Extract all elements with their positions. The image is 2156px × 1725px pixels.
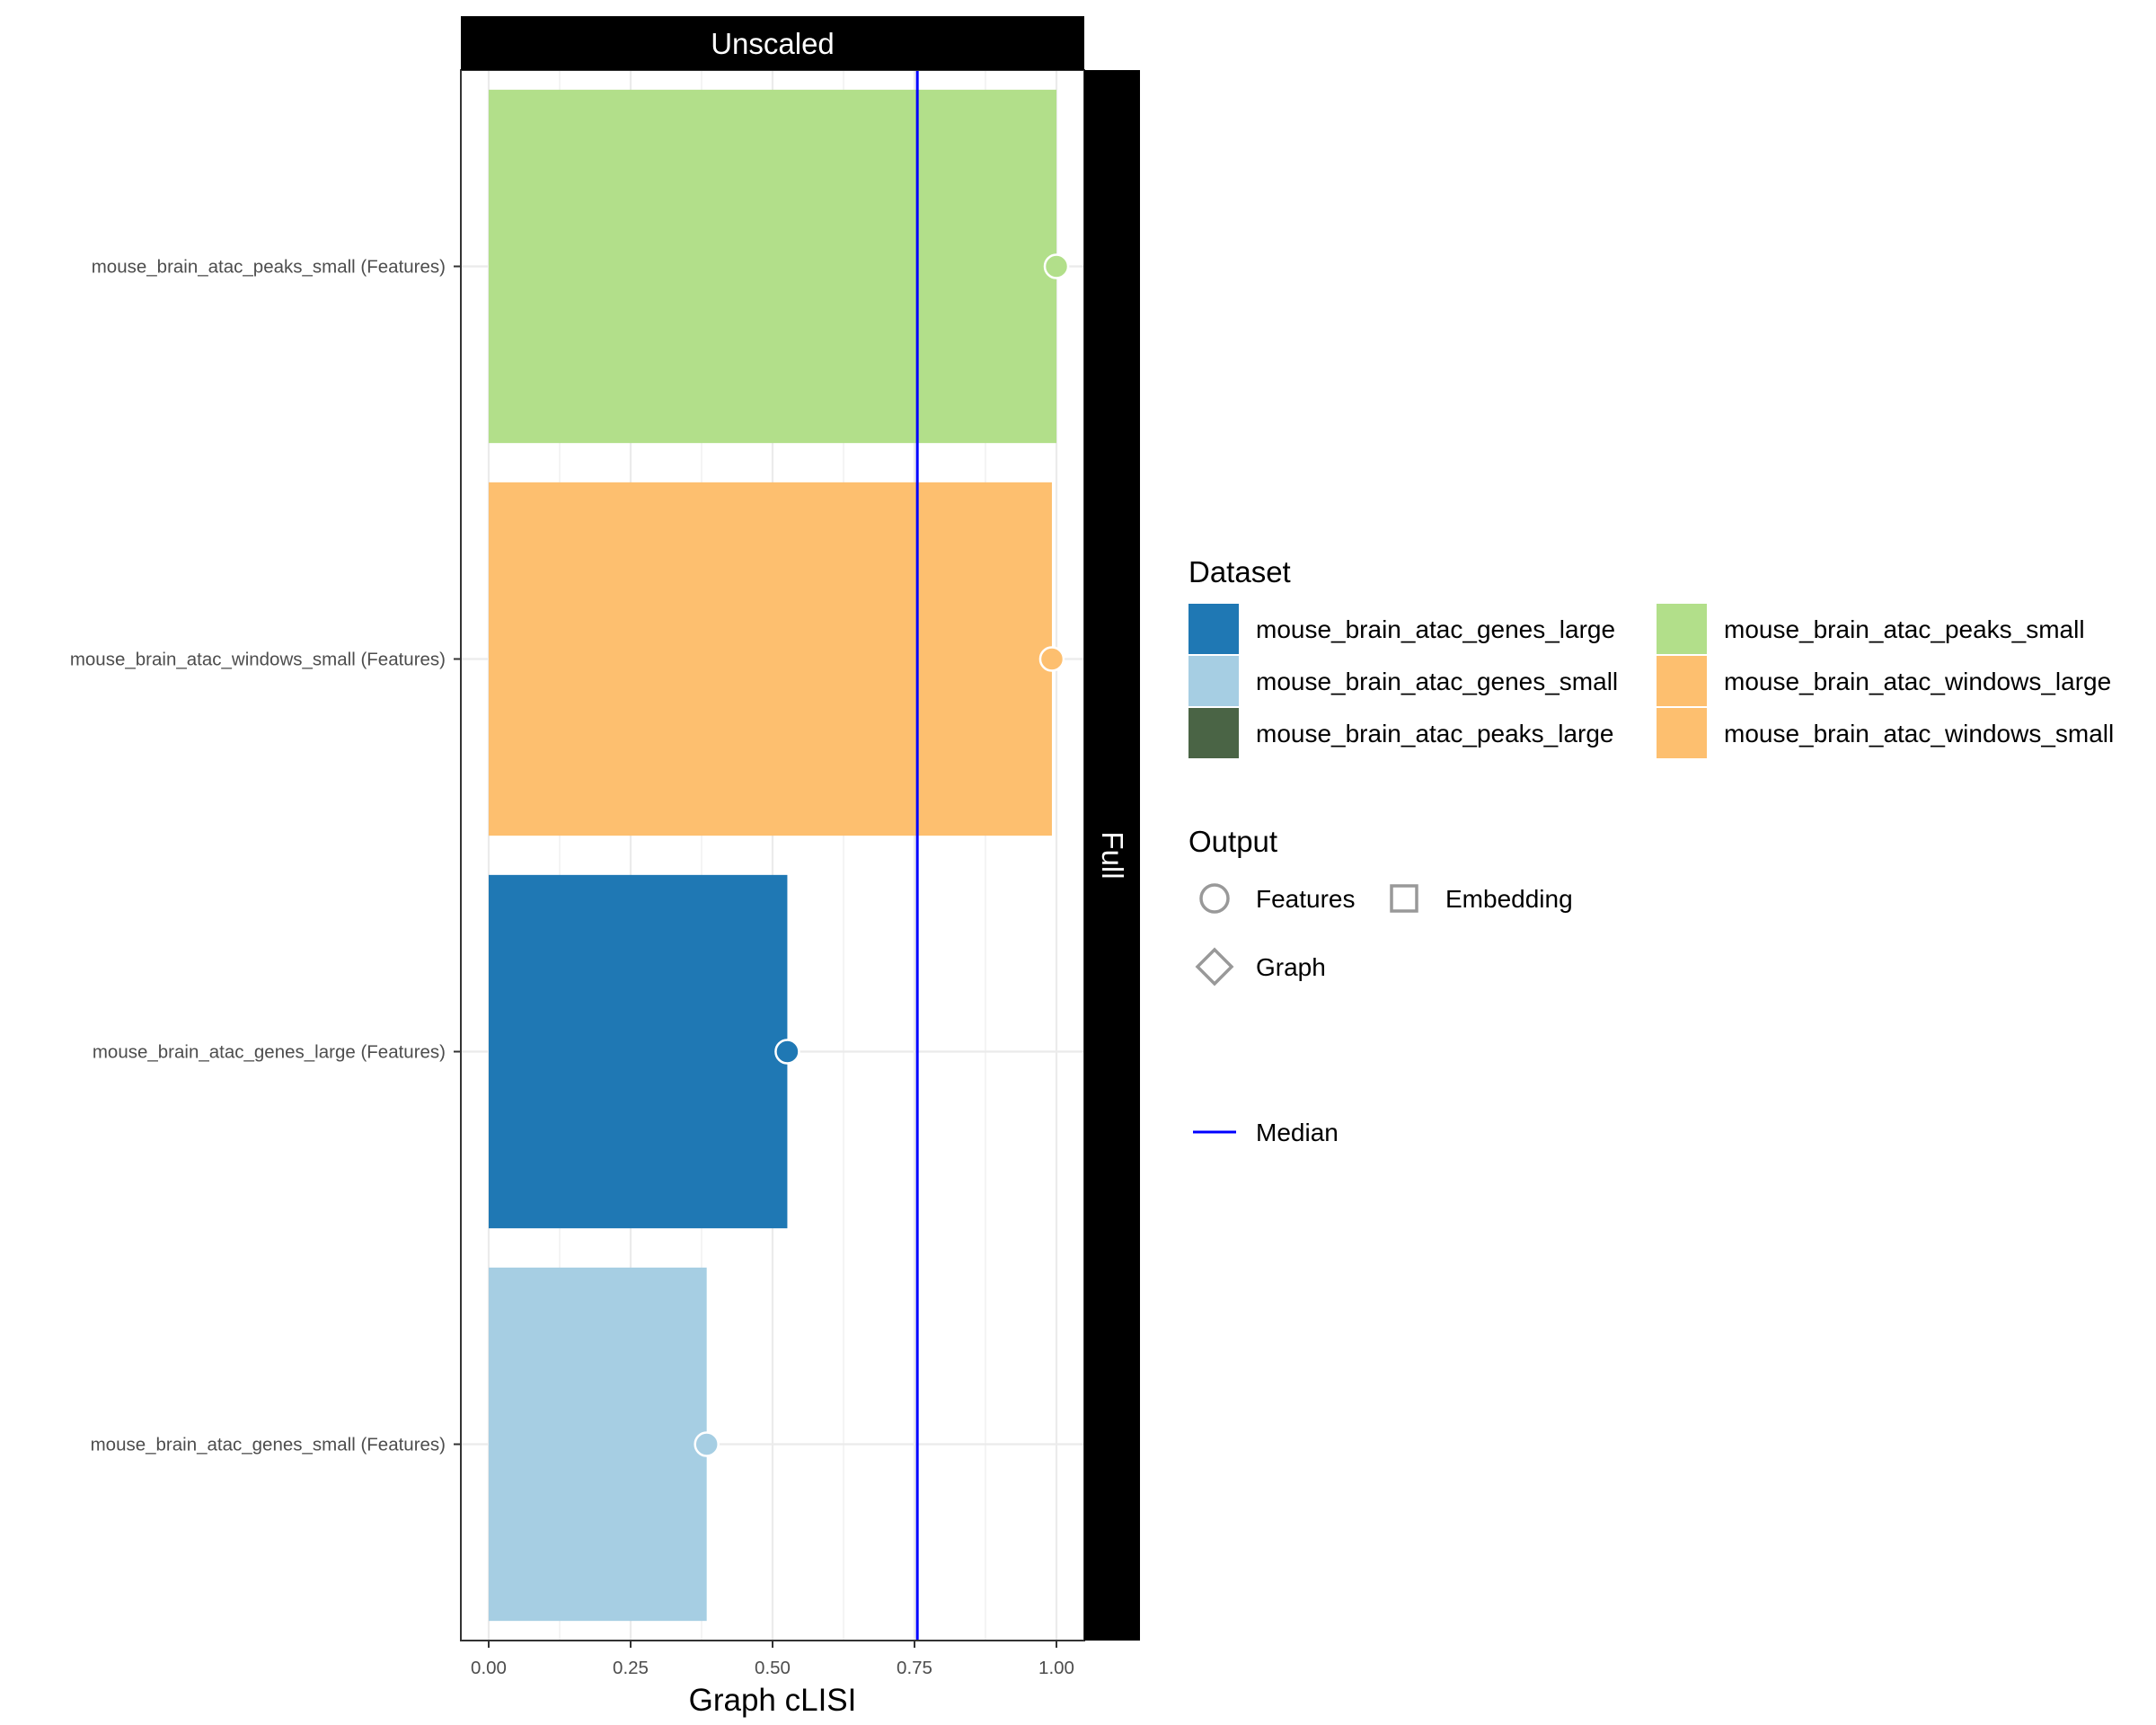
y-tick-label: mouse_brain_atac_genes_small (Features)	[91, 1435, 446, 1455]
legend-dataset-label: mouse_brain_atac_peaks_small	[1724, 615, 2085, 643]
legend-output-entries: Features Embedding Graph	[1195, 883, 1573, 986]
y-tick-label: mouse_brain_atac_genes_large (Features)	[93, 1042, 446, 1063]
legend-output-key-square	[1390, 884, 1418, 913]
legend-median-label: Median	[1256, 1119, 1339, 1146]
legend-dataset-key	[1657, 656, 1707, 706]
strip-top: Unscaled	[461, 16, 1084, 70]
bar	[489, 482, 1052, 836]
x-axis-title: Graph cLISI	[689, 1683, 857, 1718]
legend-output-label: Features	[1256, 885, 1356, 913]
strip-right-label: Full	[1096, 831, 1129, 879]
legend-dataset-key	[1188, 656, 1239, 706]
bars	[489, 89, 1056, 1622]
y-tick-label: mouse_brain_atac_windows_small (Features…	[70, 650, 446, 670]
legend-output-label: Embedding	[1445, 885, 1573, 913]
bar	[489, 874, 788, 1229]
legend-output-label: Graph	[1256, 953, 1326, 981]
x-tick-label: 0.00	[471, 1658, 507, 1678]
bar	[489, 1267, 707, 1622]
strip-top-background	[461, 16, 1084, 70]
legend-dataset-key	[1657, 708, 1707, 758]
legend-dataset-label: mouse_brain_atac_peaks_large	[1256, 720, 1614, 748]
legend-output-key-circle	[1199, 883, 1230, 914]
legend: Dataset mouse_brain_atac_genes_largemous…	[1188, 555, 2114, 1146]
legend-dataset-key	[1188, 604, 1239, 654]
y-axis: mouse_brain_atac_peaks_small (Features) m…	[70, 257, 461, 1455]
strip-top-label: Unscaled	[711, 27, 835, 60]
x-axis: 0.00 0.25 0.50 0.75 1.00	[471, 1641, 1074, 1678]
plot-panel	[460, 69, 1085, 1641]
legend-dataset-entries: mouse_brain_atac_genes_large mouse_brain_…	[1188, 604, 2114, 758]
strip-right: Full	[1084, 70, 1140, 1641]
points	[694, 253, 1070, 1457]
x-tick-label: 0.50	[755, 1658, 791, 1678]
point-marker	[774, 1039, 800, 1065]
legend-dataset-key	[1188, 708, 1239, 758]
legend-dataset-label: mouse_brain_atac_windows_small	[1724, 720, 2114, 748]
legend-median-entry: Median	[1193, 1119, 1339, 1146]
point-marker	[1038, 646, 1065, 672]
legend-dataset-label: mouse_brain_atac_genes_large	[1256, 615, 1615, 643]
point-marker	[694, 1431, 720, 1457]
y-tick-label: mouse_brain_atac_peaks_small (Features)	[92, 257, 446, 278]
legend-dataset-title: Dataset	[1188, 555, 1291, 588]
x-tick-label: 1.00	[1038, 1658, 1074, 1678]
legend-dataset-label: mouse_brain_atac_genes_small	[1256, 668, 1618, 695]
legend-dataset-key	[1657, 604, 1707, 654]
bar	[489, 89, 1056, 444]
strip-right-background	[1084, 70, 1140, 1641]
x-tick-label: 0.75	[897, 1658, 932, 1678]
x-tick-label: 0.25	[613, 1658, 649, 1678]
legend-dataset-label: mouse_brain_atac_windows_large	[1724, 668, 2111, 695]
point-marker	[1043, 253, 1070, 279]
legend-output-title: Output	[1188, 825, 1277, 858]
legend-output-key-diamond	[1195, 947, 1234, 986]
